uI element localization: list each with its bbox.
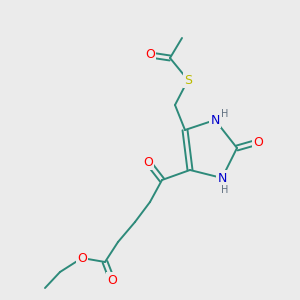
Text: O: O (143, 155, 153, 169)
Text: O: O (77, 251, 87, 265)
Text: H: H (221, 109, 229, 119)
Text: H: H (221, 185, 229, 195)
Text: O: O (145, 49, 155, 62)
Text: S: S (184, 74, 192, 86)
Text: N: N (210, 113, 220, 127)
Text: N: N (217, 172, 227, 184)
Text: O: O (107, 274, 117, 286)
Text: O: O (253, 136, 263, 148)
